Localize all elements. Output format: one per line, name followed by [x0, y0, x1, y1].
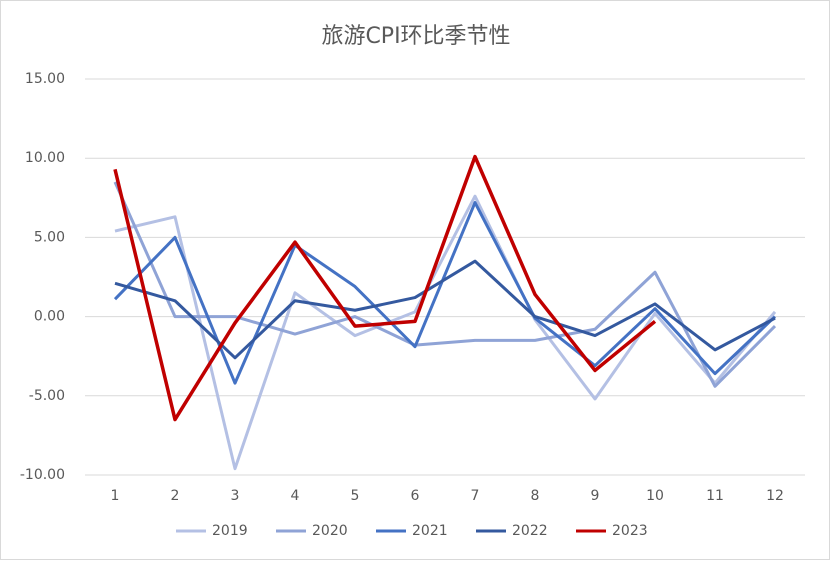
x-tick-label: 5: [351, 488, 360, 504]
x-tick-label: 10: [646, 488, 664, 504]
chart-title: 旅游CPI环比季节性: [321, 24, 510, 49]
series-line: [113, 181, 777, 388]
x-tick-label: 6: [411, 488, 420, 504]
legend-label: 2023: [612, 523, 648, 539]
x-tick-label: 8: [531, 488, 540, 504]
x-tick-label: 4: [291, 488, 300, 504]
legend-label: 2019: [212, 523, 248, 539]
y-tick-label: 0.00: [34, 309, 65, 325]
x-tick-label: 9: [591, 488, 600, 504]
y-tick-label: 5.00: [34, 229, 65, 245]
x-tick-label: 11: [706, 488, 724, 504]
y-tick-label: -10.00: [20, 467, 65, 483]
series-line: [113, 201, 777, 385]
x-tick-label: 1: [111, 488, 120, 504]
series-line: [113, 154, 657, 422]
legend-label: 2021: [412, 523, 448, 539]
x-tick-label: 2: [171, 488, 180, 504]
x-tick-label: 12: [766, 488, 784, 504]
y-tick-label: 15.00: [25, 71, 65, 87]
y-tick-label: 10.00: [25, 150, 65, 166]
x-tick-label: 7: [471, 488, 480, 504]
series-line: [114, 259, 776, 360]
y-tick-label: -5.00: [29, 388, 65, 404]
series-line: [114, 194, 777, 471]
legend-label: 2022: [512, 523, 548, 539]
x-tick-label: 3: [231, 488, 240, 504]
legend-label: 2020: [312, 523, 348, 539]
